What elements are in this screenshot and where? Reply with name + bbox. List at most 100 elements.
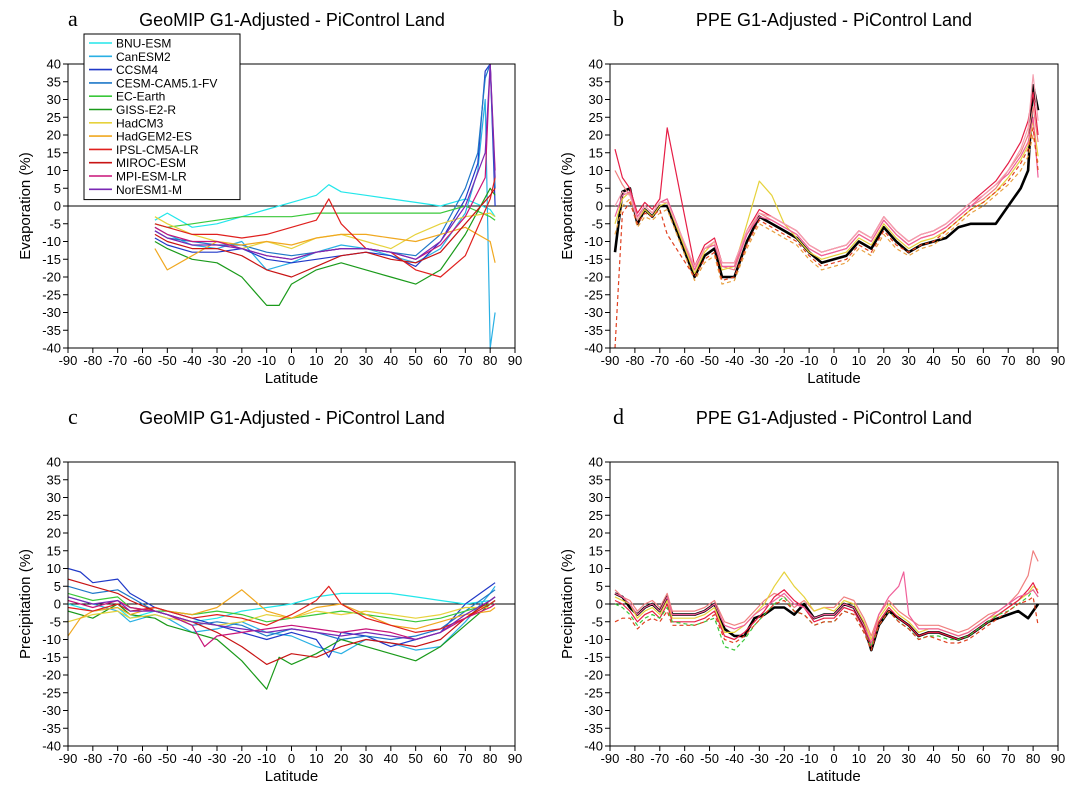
y-tick-label: -35 bbox=[584, 323, 603, 338]
x-axis-label: Latitude bbox=[807, 370, 860, 387]
y-tick-label: 10 bbox=[47, 163, 61, 178]
y-tick-label: -25 bbox=[42, 287, 61, 302]
x-tick-label: -80 bbox=[83, 353, 102, 368]
panel-letter: b bbox=[613, 6, 624, 31]
x-tick-label: -30 bbox=[750, 751, 769, 766]
y-tick-label: -10 bbox=[42, 632, 61, 647]
y-tick-label: -15 bbox=[584, 252, 603, 267]
x-tick-label: 80 bbox=[483, 751, 497, 766]
y-tick-label: -30 bbox=[584, 703, 603, 718]
y-axis-label: Evaporation (%) bbox=[17, 152, 34, 260]
panel-b: b PPE G1-Adjusted - PiControl Land-90 -80-… bbox=[559, 6, 1065, 387]
x-tick-label: -60 bbox=[675, 751, 694, 766]
x-tick-label: -50 bbox=[700, 751, 719, 766]
x-tick-label: -30 bbox=[208, 353, 227, 368]
y-tick-label: 40 bbox=[589, 455, 603, 470]
series-line-member-2 bbox=[68, 567, 496, 658]
series-line-member-2 bbox=[614, 134, 1039, 285]
y-tick-label: 15 bbox=[589, 543, 603, 558]
y-tick-label: 20 bbox=[47, 526, 61, 541]
legend-entry-label: NorESM1-M bbox=[116, 183, 182, 197]
x-tick-label: 20 bbox=[334, 751, 348, 766]
y-tick-label: -15 bbox=[42, 252, 61, 267]
series-group bbox=[614, 550, 1040, 652]
x-tick-label: 40 bbox=[926, 353, 940, 368]
x-tick-label: -10 bbox=[800, 353, 819, 368]
x-tick-label: 40 bbox=[384, 751, 398, 766]
series-line-miroc-esm bbox=[154, 187, 496, 278]
y-tick-label: 40 bbox=[47, 57, 61, 72]
x-tick-label: 50 bbox=[951, 353, 965, 368]
y-tick-label: 15 bbox=[47, 543, 61, 558]
x-tick-label: -30 bbox=[208, 751, 227, 766]
x-tick-label: -10 bbox=[800, 751, 819, 766]
series-line-member-10 bbox=[68, 599, 496, 648]
y-tick-label: -40 bbox=[42, 341, 61, 356]
series-line-giss-e2-r bbox=[154, 187, 496, 306]
y-tick-label: 25 bbox=[589, 110, 603, 125]
x-tick-label: 10 bbox=[852, 353, 866, 368]
x-tick-label: 60 bbox=[433, 353, 447, 368]
x-tick-label: -90 bbox=[601, 353, 620, 368]
y-tick-label: -5 bbox=[49, 614, 61, 629]
x-tick-label: 0 bbox=[830, 353, 837, 368]
x-tick-label: -80 bbox=[625, 751, 644, 766]
series-line-member-3 bbox=[614, 120, 1039, 275]
y-tick-label: 35 bbox=[589, 74, 603, 89]
x-tick-label: -20 bbox=[232, 751, 251, 766]
legend-entry-label: GISS-E2-R bbox=[116, 103, 176, 117]
y-tick-label: -15 bbox=[584, 650, 603, 665]
y-tick-label: -15 bbox=[42, 650, 61, 665]
panel-title: PPE G1-Adjusted - PiControl Land bbox=[696, 408, 972, 428]
x-tick-label: -40 bbox=[183, 751, 202, 766]
x-tick-label: -70 bbox=[108, 353, 127, 368]
y-tick-label: -35 bbox=[42, 721, 61, 736]
x-tick-label: -70 bbox=[108, 751, 127, 766]
legend-entry-label: CCSM4 bbox=[116, 63, 158, 77]
y-tick-label: 30 bbox=[47, 490, 61, 505]
panel-d: d PPE G1-Adjusted - PiControl Land-90 -80-… bbox=[559, 404, 1065, 785]
legend-entry-label: CanESM2 bbox=[116, 50, 171, 64]
panel-letter: a bbox=[68, 6, 78, 31]
series-line-member-7 bbox=[614, 74, 1039, 267]
panel-title: GeoMIP G1-Adjusted - PiControl Land bbox=[139, 10, 445, 30]
x-tick-label: -40 bbox=[183, 353, 202, 368]
x-tick-label: -60 bbox=[675, 353, 694, 368]
y-tick-label: 10 bbox=[589, 163, 603, 178]
y-tick-label: 0 bbox=[54, 199, 61, 214]
y-tick-label: 5 bbox=[596, 579, 603, 594]
x-tick-label: 10 bbox=[309, 751, 323, 766]
x-tick-label: -20 bbox=[232, 353, 251, 368]
legend-entry-label: EC-Earth bbox=[116, 90, 165, 104]
legend-entry-label: MPI-ESM-LR bbox=[116, 170, 187, 184]
x-tick-label: 20 bbox=[877, 353, 891, 368]
x-tick-label: -90 bbox=[59, 353, 78, 368]
x-tick-label: 60 bbox=[976, 353, 990, 368]
y-tick-label: 20 bbox=[47, 128, 61, 143]
x-tick-label: 0 bbox=[288, 353, 295, 368]
y-tick-label: -5 bbox=[49, 216, 61, 231]
y-tick-label: 35 bbox=[589, 472, 603, 487]
y-tick-label: -5 bbox=[591, 614, 603, 629]
x-axis-label: Latitude bbox=[265, 370, 318, 387]
x-tick-label: -60 bbox=[133, 751, 152, 766]
panel-c: c GeoMIP G1-Adjusted - PiControl Land-90-… bbox=[17, 404, 522, 785]
y-tick-label: 0 bbox=[54, 597, 61, 612]
panel-title: GeoMIP G1-Adjusted - PiControl Land bbox=[139, 408, 445, 428]
y-tick-label: -35 bbox=[42, 323, 61, 338]
x-tick-label: 60 bbox=[976, 751, 990, 766]
series-line-noresm1-m bbox=[154, 64, 496, 260]
panel-title: PPE G1-Adjusted - PiControl Land bbox=[696, 10, 972, 30]
x-tick-label: -30 bbox=[750, 353, 769, 368]
x-tick-label: 50 bbox=[408, 353, 422, 368]
y-tick-label: 35 bbox=[47, 74, 61, 89]
x-tick-label: 0 bbox=[830, 751, 837, 766]
x-tick-label: 80 bbox=[483, 353, 497, 368]
series-line-ipsl-cm5a-lr bbox=[154, 177, 496, 278]
y-tick-label: 30 bbox=[47, 92, 61, 107]
x-tick-label: 90 bbox=[508, 353, 522, 368]
y-tick-label: -20 bbox=[584, 270, 603, 285]
series-line-member-5 bbox=[68, 600, 496, 690]
y-tick-label: 25 bbox=[47, 110, 61, 125]
x-tick-label: -50 bbox=[158, 751, 177, 766]
